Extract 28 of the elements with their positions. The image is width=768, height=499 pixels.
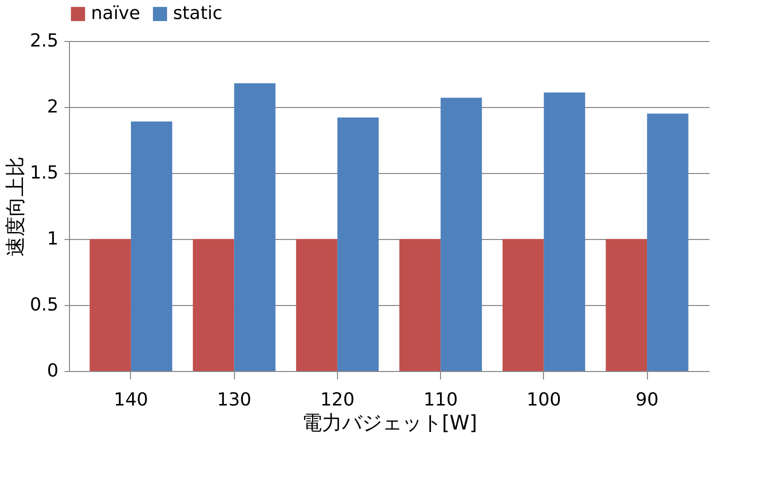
bar bbox=[90, 239, 131, 371]
x-tick-label: 120 bbox=[320, 390, 355, 410]
bar bbox=[234, 83, 276, 371]
bar bbox=[399, 239, 441, 371]
y-tick-label: 2.5 bbox=[30, 30, 58, 52]
y-tick-label: 1 bbox=[47, 228, 58, 250]
x-axis-title: 電力バジェット[W] bbox=[302, 410, 478, 434]
bar bbox=[544, 92, 586, 371]
y-tick-label: 0 bbox=[47, 360, 58, 382]
bar bbox=[192, 239, 234, 371]
x-tick-label: 140 bbox=[114, 390, 148, 410]
x-tick-label: 100 bbox=[526, 390, 562, 410]
bar bbox=[502, 239, 544, 371]
bar bbox=[337, 118, 379, 371]
y-tick-label: 2 bbox=[47, 96, 58, 118]
bar bbox=[606, 239, 648, 371]
x-tick-label: 90 bbox=[636, 390, 659, 410]
bar bbox=[647, 114, 688, 371]
y-tick-label: 1.5 bbox=[30, 162, 58, 184]
bar bbox=[440, 98, 482, 371]
legend-label: naïve bbox=[91, 3, 140, 24]
x-tick-label: 130 bbox=[216, 390, 252, 410]
bar bbox=[296, 239, 338, 371]
x-tick-label: 110 bbox=[423, 390, 458, 410]
bar bbox=[130, 122, 172, 371]
y-tick-label: 0.5 bbox=[30, 294, 58, 316]
y-axis-title: 速度向上比 bbox=[2, 156, 27, 256]
legend-label: static bbox=[173, 3, 222, 24]
